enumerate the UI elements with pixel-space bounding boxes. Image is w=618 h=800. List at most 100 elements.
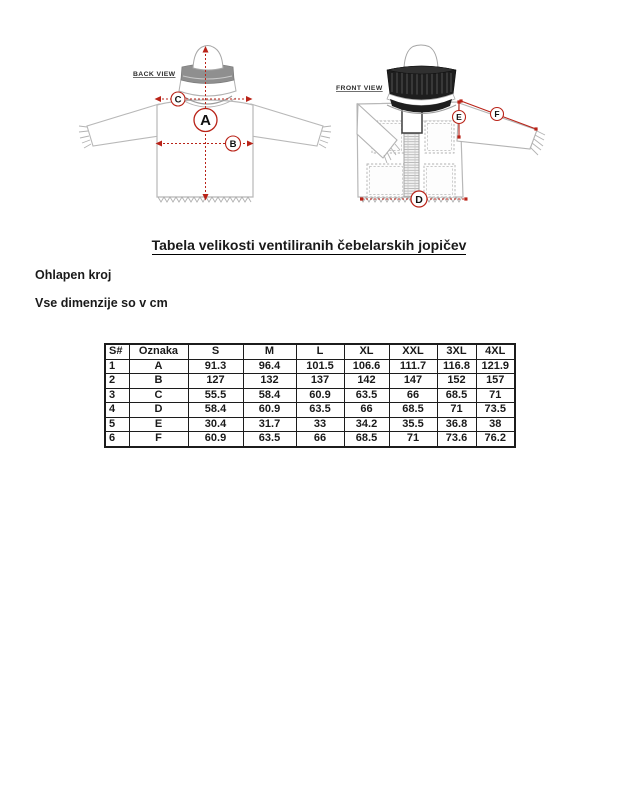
pocket-lower-left-stitch — [369, 166, 403, 195]
table-cell: 68.5 — [436, 387, 477, 403]
front-collar-arc — [386, 104, 457, 114]
front-view-label: FRONT VIEW — [336, 85, 383, 92]
note-fit: Ohlapen kroj — [35, 268, 112, 282]
table-cell: 1 — [104, 358, 130, 374]
table-cell: 34.2 — [343, 416, 390, 432]
pocket-lower-right-stitch — [426, 166, 453, 195]
marker-c-circle — [170, 91, 186, 107]
table-cell: 63.5 — [295, 402, 345, 418]
front-view-drawing: FRONT VIEW D E F — [336, 44, 546, 208]
back-left-sleeve — [86, 103, 160, 147]
table-cell: 111.7 — [388, 358, 438, 374]
jacket-diagrams: BACK VIEW C B A — [78, 44, 546, 208]
table-cell: 68.5 — [343, 431, 390, 447]
table-cell: 96.4 — [242, 358, 297, 374]
table-cell: 60.9 — [242, 402, 297, 418]
column-header: L — [295, 343, 345, 360]
table-row: 6 F 60.9 63.5 66 68.5 71 73.6 76.2 — [104, 431, 516, 447]
back-collar-arc — [182, 95, 233, 105]
marker-a-label: A — [200, 112, 211, 129]
table-cell: 30.4 — [187, 416, 244, 432]
column-header: S — [187, 343, 244, 360]
table-cell: 4 — [104, 402, 130, 418]
table-cell: 71 — [388, 431, 438, 447]
table-cell: 35.5 — [388, 416, 438, 432]
table-cell: 60.9 — [295, 387, 345, 403]
table-row: 2 B 127 132 137 142 147 152 157 — [104, 373, 516, 389]
header-row: S# Oznaka S M L XL XXL 3XL 4XL — [104, 343, 516, 360]
column-header: 3XL — [436, 343, 477, 360]
table-cell: 101.5 — [295, 358, 345, 374]
note-units: Vse dimenzije so v cm — [35, 296, 168, 310]
column-header: M — [242, 343, 297, 360]
table-cell: 63.5 — [343, 387, 390, 403]
front-pockets — [366, 120, 456, 198]
table-row: 3 C 55.5 58.4 60.9 63.5 66 68.5 71 — [104, 387, 516, 403]
table-cell: 147 — [388, 373, 438, 389]
marker-b-label: B — [230, 139, 237, 150]
marker-c-label: C — [175, 94, 182, 105]
column-header: XXL — [388, 343, 438, 360]
back-hat-band-highlight — [182, 75, 233, 80]
column-header: 4XL — [475, 343, 516, 360]
table-cell: 5 — [104, 416, 130, 432]
pocket-lower-right — [423, 163, 456, 198]
marker-f-circle — [489, 106, 505, 122]
table-cell: 142 — [343, 373, 390, 389]
zipper-teeth — [404, 133, 419, 197]
table-cell: 127 — [187, 373, 244, 389]
table-cell: 38 — [475, 416, 516, 432]
measure-e-end-top — [457, 100, 461, 104]
veil-stripes — [391, 71, 452, 95]
table-cell: 33 — [295, 416, 345, 432]
table-cell: F — [128, 431, 189, 447]
table-cell: 73.5 — [475, 402, 516, 418]
table-cell: 68.5 — [388, 402, 438, 418]
front-cuff-fringe-left — [383, 143, 401, 164]
measure-b-arrow-right — [247, 140, 254, 147]
table-cell: D — [128, 402, 189, 418]
measure-e-end-bottom — [457, 135, 461, 139]
column-header: XL — [343, 343, 390, 360]
table-cell: 58.4 — [242, 387, 297, 403]
table-cell: 106.6 — [343, 358, 390, 374]
marker-d-label: D — [415, 194, 423, 206]
table-cell: E — [128, 416, 189, 432]
page-title: Tabela velikosti ventiliranih čebelarski… — [0, 237, 618, 255]
front-veil-hat — [386, 44, 457, 114]
measure-c-arrow-right — [246, 96, 253, 102]
front-cuff-fringe-right — [529, 130, 546, 156]
back-measurements — [154, 46, 254, 201]
marker-d-circle — [410, 190, 428, 208]
marker-e-circle — [451, 109, 467, 125]
column-header: Oznaka — [128, 343, 189, 360]
table-cell: 121.9 — [475, 358, 516, 374]
veil-bottom-band — [390, 99, 452, 113]
table-cell: A — [128, 358, 189, 374]
table-cell: 91.3 — [187, 358, 244, 374]
pocket-lower-left — [366, 163, 406, 198]
table-cell: 3 — [104, 387, 130, 403]
table-cell: 2 — [104, 373, 130, 389]
back-view-drawing: BACK VIEW C B A — [78, 45, 332, 203]
table-cell: 66 — [295, 431, 345, 447]
pocket-upper-left-stitch — [374, 123, 402, 151]
table-cell: 137 — [295, 373, 345, 389]
back-cuff-fringe-right — [318, 125, 332, 149]
table-row: 1 A 91.3 96.4 101.5 106.6 111.7 116.8 121.9 — [104, 358, 516, 374]
table-cell: 71 — [475, 387, 516, 403]
table-cell: 116.8 — [436, 358, 477, 374]
table-cell: 63.5 — [242, 431, 297, 447]
measure-a-arrow-up — [202, 46, 209, 53]
measure-f-end-right — [534, 127, 538, 131]
pocket-upper-right-stitch — [427, 123, 452, 151]
back-hat-dome — [192, 45, 224, 71]
table-cell: 152 — [436, 373, 477, 389]
measure-f-end-left — [459, 99, 463, 103]
table-cell: 76.2 — [475, 431, 516, 447]
column-header: S# — [104, 343, 130, 360]
table-cell: B — [128, 373, 189, 389]
marker-f-label: F — [494, 109, 499, 119]
measure-d-end-right — [464, 197, 468, 201]
